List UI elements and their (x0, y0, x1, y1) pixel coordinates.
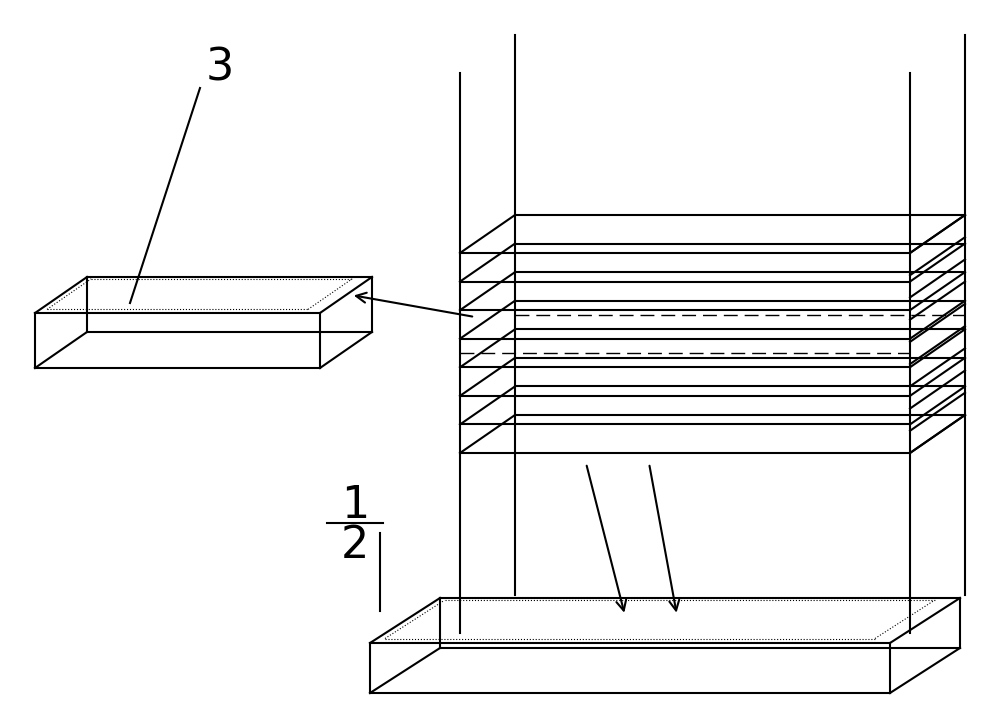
Text: 3: 3 (206, 46, 234, 90)
Text: 1: 1 (341, 484, 369, 528)
Text: 2: 2 (341, 524, 369, 568)
